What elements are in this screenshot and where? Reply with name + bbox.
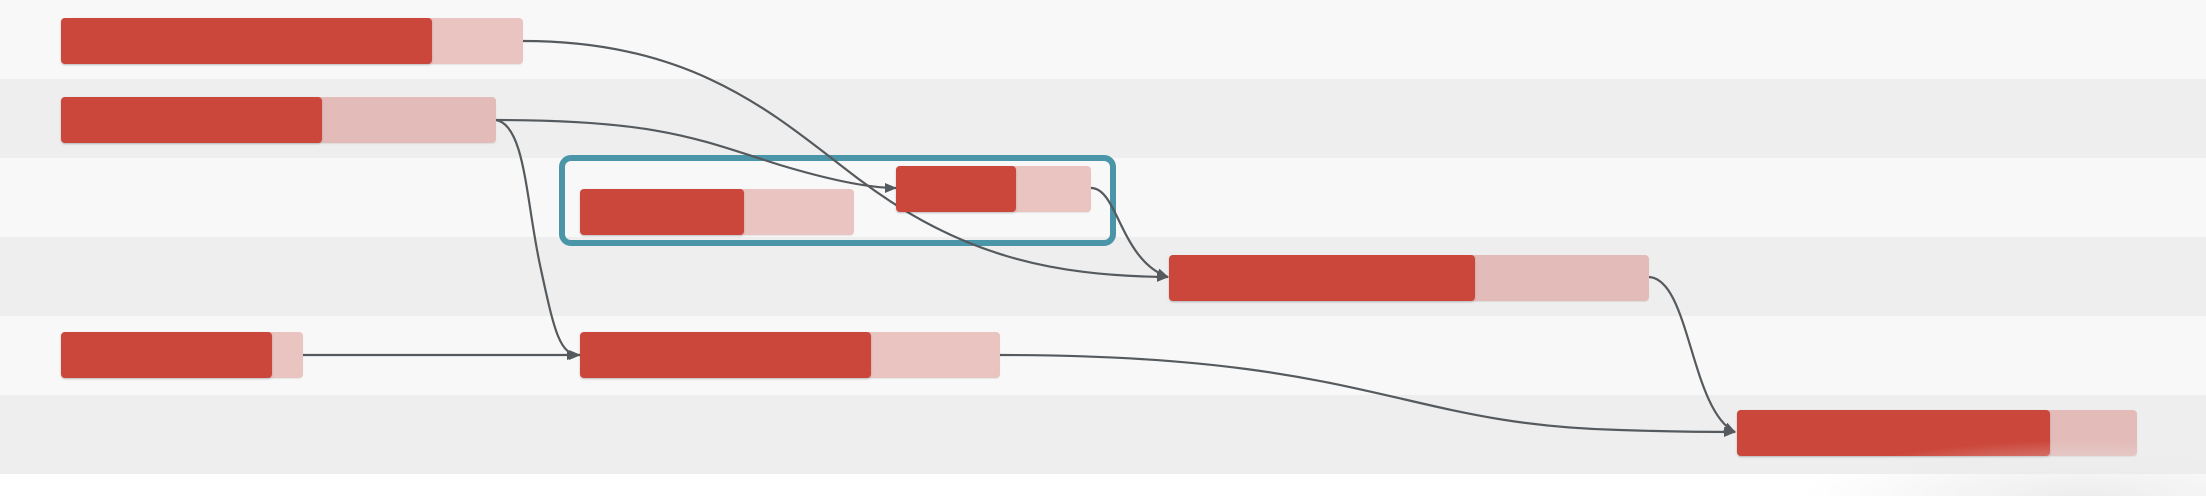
task-bar[interactable] bbox=[896, 166, 1091, 212]
scroll-shadow bbox=[1800, 440, 2206, 496]
task-progress bbox=[580, 189, 744, 235]
task-bar[interactable] bbox=[1169, 255, 1649, 301]
task-bar[interactable] bbox=[61, 97, 496, 143]
task-group-box[interactable] bbox=[559, 155, 1116, 246]
dependency-link[interactable] bbox=[1647, 275, 1736, 433]
dependency-link[interactable] bbox=[522, 39, 1169, 282]
task-progress bbox=[61, 332, 272, 378]
task-bar[interactable] bbox=[61, 18, 523, 64]
task-progress bbox=[1169, 255, 1475, 301]
task-progress bbox=[896, 166, 1016, 212]
task-progress bbox=[61, 18, 432, 64]
dependency-link[interactable] bbox=[495, 118, 897, 193]
task-progress bbox=[61, 97, 322, 143]
task-progress bbox=[580, 332, 871, 378]
task-bar[interactable] bbox=[580, 189, 854, 235]
dependency-link[interactable] bbox=[1090, 186, 1169, 279]
timeline-row bbox=[0, 237, 2206, 316]
task-bar[interactable] bbox=[580, 332, 1000, 378]
dependency-link[interactable] bbox=[495, 118, 581, 360]
task-bar[interactable] bbox=[61, 332, 303, 378]
dependency-link[interactable] bbox=[999, 353, 1736, 437]
timeline-row bbox=[0, 158, 2206, 237]
